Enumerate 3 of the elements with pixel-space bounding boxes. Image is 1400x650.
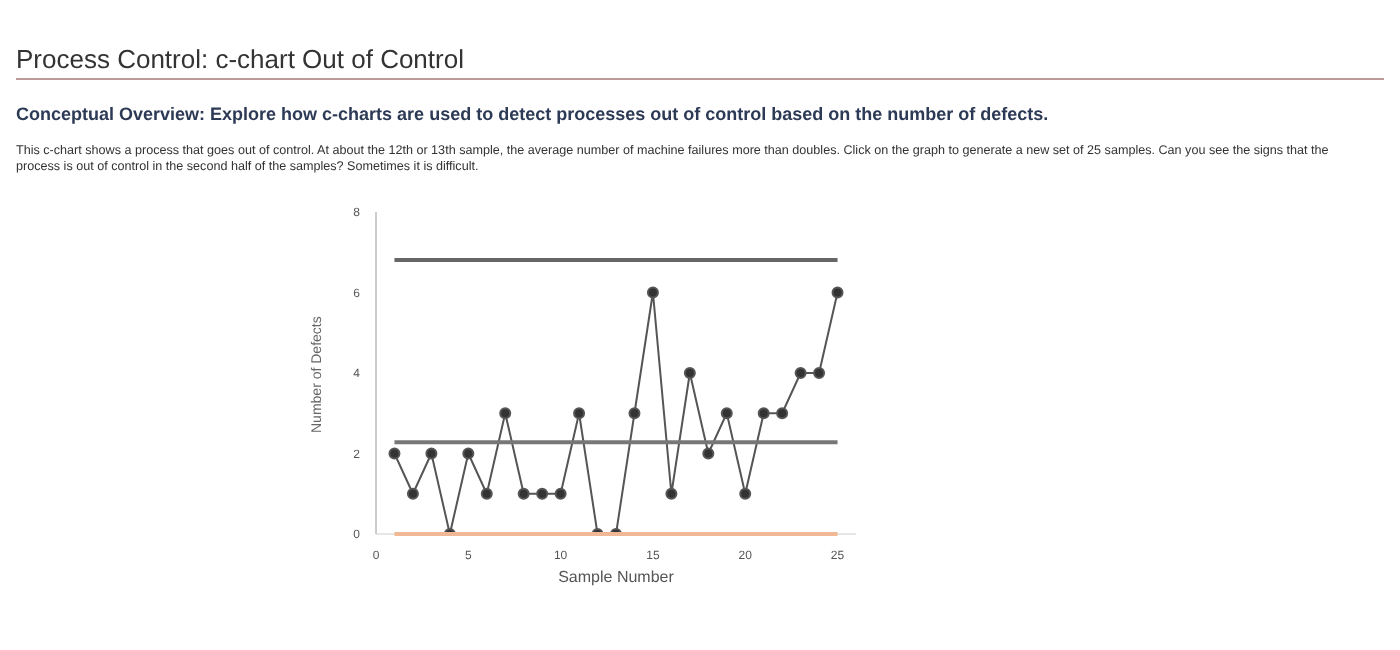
- x-axis-title: Sample Number: [558, 568, 675, 586]
- chart-title: Process Control: c-chart Out of Control: [16, 16, 1384, 80]
- chart-subtitle: Conceptual Overview: Explore how c-charts are used to detect processes out of control based on the number of defects.: [16, 104, 1051, 124]
